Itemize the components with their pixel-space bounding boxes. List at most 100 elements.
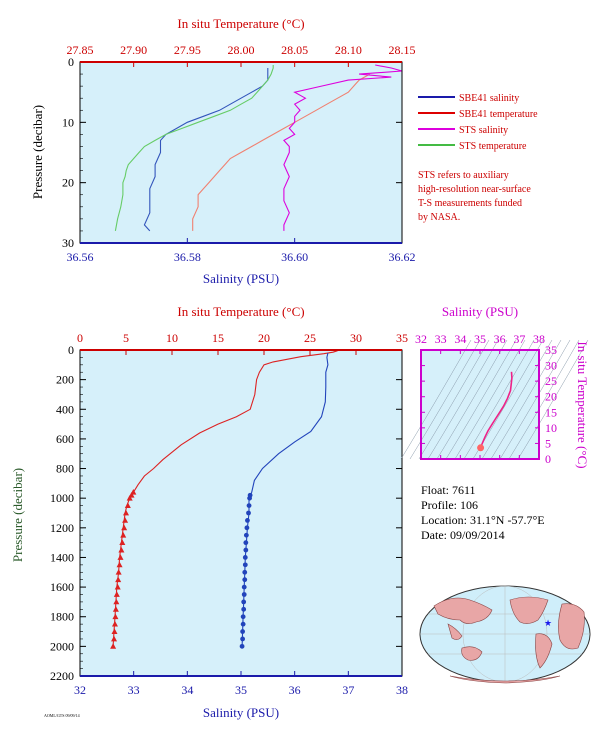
- main-series-1-marker: [242, 569, 248, 575]
- land-australia: [461, 646, 483, 661]
- main-chart-temp-axis-label: In situ Temperature (°C): [177, 304, 304, 319]
- main-series-group: [110, 350, 338, 649]
- info-profile: Profile: 106: [421, 498, 478, 512]
- main-series-0-marker: [117, 554, 124, 560]
- land-india: [447, 623, 463, 640]
- top-y-tick-label: 0: [68, 55, 74, 69]
- main-series-0-marker: [116, 561, 123, 568]
- top-series-2-line: [283, 64, 403, 231]
- top-y-tick-label: 10: [62, 115, 74, 129]
- top-bottom-tick-label: 36.62: [389, 250, 416, 264]
- main-y-tick-label: 1800: [50, 610, 74, 624]
- top-series-0-line: [143, 68, 269, 232]
- ts-plot-frame: [420, 349, 540, 460]
- main-chart-sal-axis-label: Salinity (PSU): [203, 705, 279, 720]
- main-series-1-marker: [240, 621, 246, 627]
- ts-temp-axis-label: In situ Temperature (°C): [575, 341, 590, 468]
- main-series-1-marker: [243, 540, 249, 546]
- float-location-star-icon: ★: [544, 618, 552, 628]
- map-land: [433, 596, 585, 684]
- main-series-1-marker: [240, 636, 246, 642]
- main-y-tick-label: 800: [56, 462, 74, 476]
- main-series-0-marker: [111, 620, 118, 627]
- ts-y-tick-label: 10: [545, 421, 557, 435]
- main-top-tick-label: 20: [258, 331, 270, 345]
- ts-x-tick-label: 35: [474, 332, 486, 346]
- footer-code: AOML/GTS 09/09/14: [44, 713, 80, 718]
- main-series-1-marker: [243, 547, 249, 553]
- land-asia: [433, 597, 493, 624]
- top-chart-pressure-axis-label: Pressure (decibar): [30, 105, 45, 199]
- main-y-tick-label: 400: [56, 402, 74, 416]
- main-y-tick-label: 0: [68, 343, 74, 357]
- land-africa-europe: [558, 603, 585, 650]
- note-line-3: T-S measurements funded: [418, 198, 522, 209]
- ts-isopycnal: [427, 339, 499, 460]
- top-top-tick-label: 27.85: [67, 43, 94, 57]
- main-chart-pressure-axis-label: Pressure (decibar): [10, 468, 25, 562]
- world-map: ★: [419, 585, 591, 684]
- ts-x-tick-label: 32: [415, 332, 427, 346]
- ts-isopycnal: [499, 339, 571, 460]
- main-series-1-marker: [240, 614, 246, 620]
- ts-isopycnal: [481, 339, 553, 460]
- main-series-0-marker: [123, 509, 129, 516]
- ts-isopycnal: [445, 339, 517, 460]
- main-y-tick-label: 600: [56, 432, 74, 446]
- main-series-0-marker: [112, 613, 119, 620]
- main-series-1-marker: [245, 518, 250, 523]
- main-bottom-tick-label: 35: [235, 683, 247, 697]
- main-series-0-marker: [111, 635, 118, 642]
- land-north-america: [509, 596, 549, 624]
- ts-x-tick-label: 34: [454, 332, 466, 346]
- ts-y-tick-label: 0: [545, 452, 551, 466]
- main-series-0-marker: [126, 494, 133, 501]
- top-bottom-tick-label: 36.60: [281, 250, 308, 264]
- main-series-1-marker: [241, 599, 247, 605]
- main-top-tick-label: 10: [166, 331, 178, 345]
- land-south-america: [535, 633, 553, 669]
- top-chart-sal-axis-label: Salinity (PSU): [203, 271, 279, 286]
- top-chart-temp-axis-label: In situ Temperature (°C): [177, 16, 304, 31]
- ts-series-group: [477, 371, 513, 452]
- ts-isopycnal: [490, 339, 562, 460]
- main-series-0-marker: [121, 524, 128, 531]
- main-series-0-marker: [122, 517, 129, 523]
- ts-deep-cluster-marker: [477, 444, 485, 452]
- main-series-1-marker: [241, 606, 247, 612]
- ts-y-tick-label: 30: [545, 359, 557, 373]
- main-series-0-marker: [113, 598, 120, 605]
- main-bottom-tick-label: 33: [128, 683, 140, 697]
- ts-series-line: [479, 371, 513, 449]
- ts-plot-area: [421, 350, 539, 459]
- top-top-tick-label: 28.05: [281, 43, 308, 57]
- main-series-0-marker: [124, 502, 131, 508]
- top-series-3-line: [114, 65, 274, 231]
- ts-isopycnal: [517, 339, 589, 460]
- ts-isopycnal: [508, 339, 580, 460]
- ts-isopycnal: [409, 339, 481, 460]
- note-line-2: high-resolution near-surface: [418, 184, 531, 195]
- top-top-tick-label: 27.90: [120, 43, 147, 57]
- ts-isopycnal: [418, 339, 490, 460]
- legend-label-sts-temperature: STS temperature: [459, 141, 527, 152]
- main-bottom-tick-label: 36: [289, 683, 301, 697]
- main-series-1-marker: [241, 592, 247, 597]
- ts-y-tick-label: 15: [545, 405, 557, 419]
- main-series-1-marker: [246, 510, 251, 516]
- top-bottom-tick-label: 36.58: [174, 250, 201, 264]
- legend: SBE41 salinity SBE41 temperature STS sal…: [418, 93, 538, 223]
- main-y-tick-label: 200: [56, 373, 74, 387]
- top-series-1-line: [192, 73, 371, 231]
- float-info: Float: 7611 Profile: 106 Location: 31.1°…: [421, 483, 545, 542]
- note-line-1: STS refers to auxiliary: [418, 170, 509, 181]
- top-top-tick-label: 27.95: [174, 43, 201, 57]
- main-series-0-marker: [115, 569, 122, 575]
- main-top-tick-label: 35: [396, 331, 408, 345]
- legend-label-sts-salinity: STS salinity: [459, 125, 508, 136]
- ts-y-tick-label: 20: [545, 390, 557, 404]
- main-top-tick-label: 25: [304, 331, 316, 345]
- main-bottom-tick-label: 37: [342, 683, 354, 697]
